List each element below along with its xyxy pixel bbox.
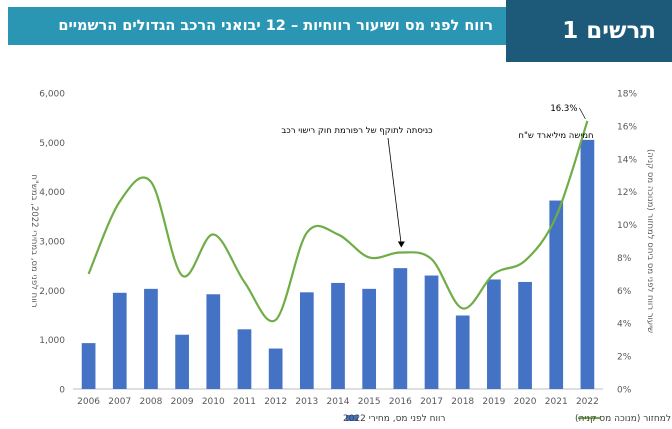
y2-tick-label: 12% [617,188,637,198]
x-tick-label: 2019 [482,397,505,407]
x-tick-label: 2013 [295,397,318,407]
y2-tick-label: 16% [617,122,637,132]
x-tick-label: 2007 [108,397,131,407]
x-tick-label: 2012 [264,397,287,407]
bar [299,292,314,389]
x-tick-label: 2020 [514,397,537,407]
y-tick-label: 6,000 [39,90,65,100]
y2-tick-label: 10% [617,221,637,231]
bar [237,329,252,389]
y2-axis-title: שיעור רווח לפני מס ביחס למחזור (מנוכה מס… [645,149,655,333]
chart-axes: 0 1,000 2,000 3,000 4,000 5,000 6,000 0% 2% 4% 6% 8… [29,90,655,408]
x-tick-label: 2008 [139,397,162,407]
bar [393,268,408,389]
bar [580,139,595,389]
y2-tick-label: 2% [617,353,632,363]
reform-arrow [387,137,402,246]
figure-label-band [506,0,672,62]
bar [81,343,96,389]
y2-tick-label: 14% [617,155,637,165]
x-tick-label: 2009 [171,397,194,407]
bar [362,288,377,389]
bar [518,281,532,389]
x-tick-label: 2010 [202,397,225,407]
max-rate-label: 16.3% [550,104,577,114]
legend-bar-label: רווח לפני מס, מחירי 2022 [343,414,445,424]
bar [424,275,439,389]
y-tick-label: 5,000 [39,139,65,149]
legend-line-label: שיעור רווח לפני מס ביחס למחזור (מנוכה מס… [575,414,672,424]
bar [455,315,470,389]
x-tick-label: 2018 [451,397,474,407]
profit-rate-line [87,120,589,323]
y-tick-label: 1,000 [39,336,65,346]
x-tick-label: 2015 [358,397,381,407]
y2-tick-label: 0% [617,386,632,396]
y2-tick-label: 18% [617,90,637,100]
bar [144,288,158,389]
bar [206,294,221,389]
x-tick-label: 2021 [545,397,568,407]
chart-title: רווח לפני מס ושיעור רווחיות – 12 יבואני … [58,18,493,34]
five-billion-label: חמישה מיליארד ש"ח [518,131,593,141]
chart: 0 1,000 2,000 3,000 4,000 5,000 6,000 0% 2% 4% 6% 8… [29,90,672,425]
x-tick-label: 2017 [420,397,443,407]
x-tick-label: 2016 [389,397,412,407]
y-tick-label: 0 [59,386,65,396]
y-tick-label: 2,000 [39,287,65,297]
figure-label: תרשים 1 [562,18,656,44]
x-tick-label: 2022 [576,397,599,407]
bar [175,334,189,389]
legend: רווח לפני מס, מחירי 2022 שיעור רווח לפני … [343,414,672,424]
bar-series [81,139,595,389]
bar [549,200,564,389]
x-tick-label: 2006 [77,397,100,407]
reform-arrow-head [397,241,405,248]
bar [268,348,283,389]
y2-tick-label: 4% [617,320,632,330]
header: רווח לפני מס ושיעור רווחיות – 12 יבואני … [0,0,672,62]
y2-tick-label: 8% [617,254,632,264]
title-band [8,7,506,45]
y-axis-title: רווח לפני מס, במחירי 2022, במש"ח [29,174,39,307]
y-tick-label: 4,000 [39,188,65,198]
x-tick-label: 2011 [233,397,256,407]
x-tick-label: 2014 [327,397,350,407]
legend-bar-swatch [346,415,358,421]
bar [487,279,501,389]
bar [331,282,345,389]
line-series [87,120,589,323]
reform-annotation: כניסתה לתוקף של רפורמת חוק רישוי רכב [281,126,433,136]
y-tick-label: 3,000 [39,238,65,248]
bar [112,292,127,389]
annotations: כניסתה לתוקף של רפורמת חוק רישוי רכב 16.3… [281,104,594,248]
max-rate-leader [579,107,586,120]
y2-tick-label: 6% [617,287,632,297]
